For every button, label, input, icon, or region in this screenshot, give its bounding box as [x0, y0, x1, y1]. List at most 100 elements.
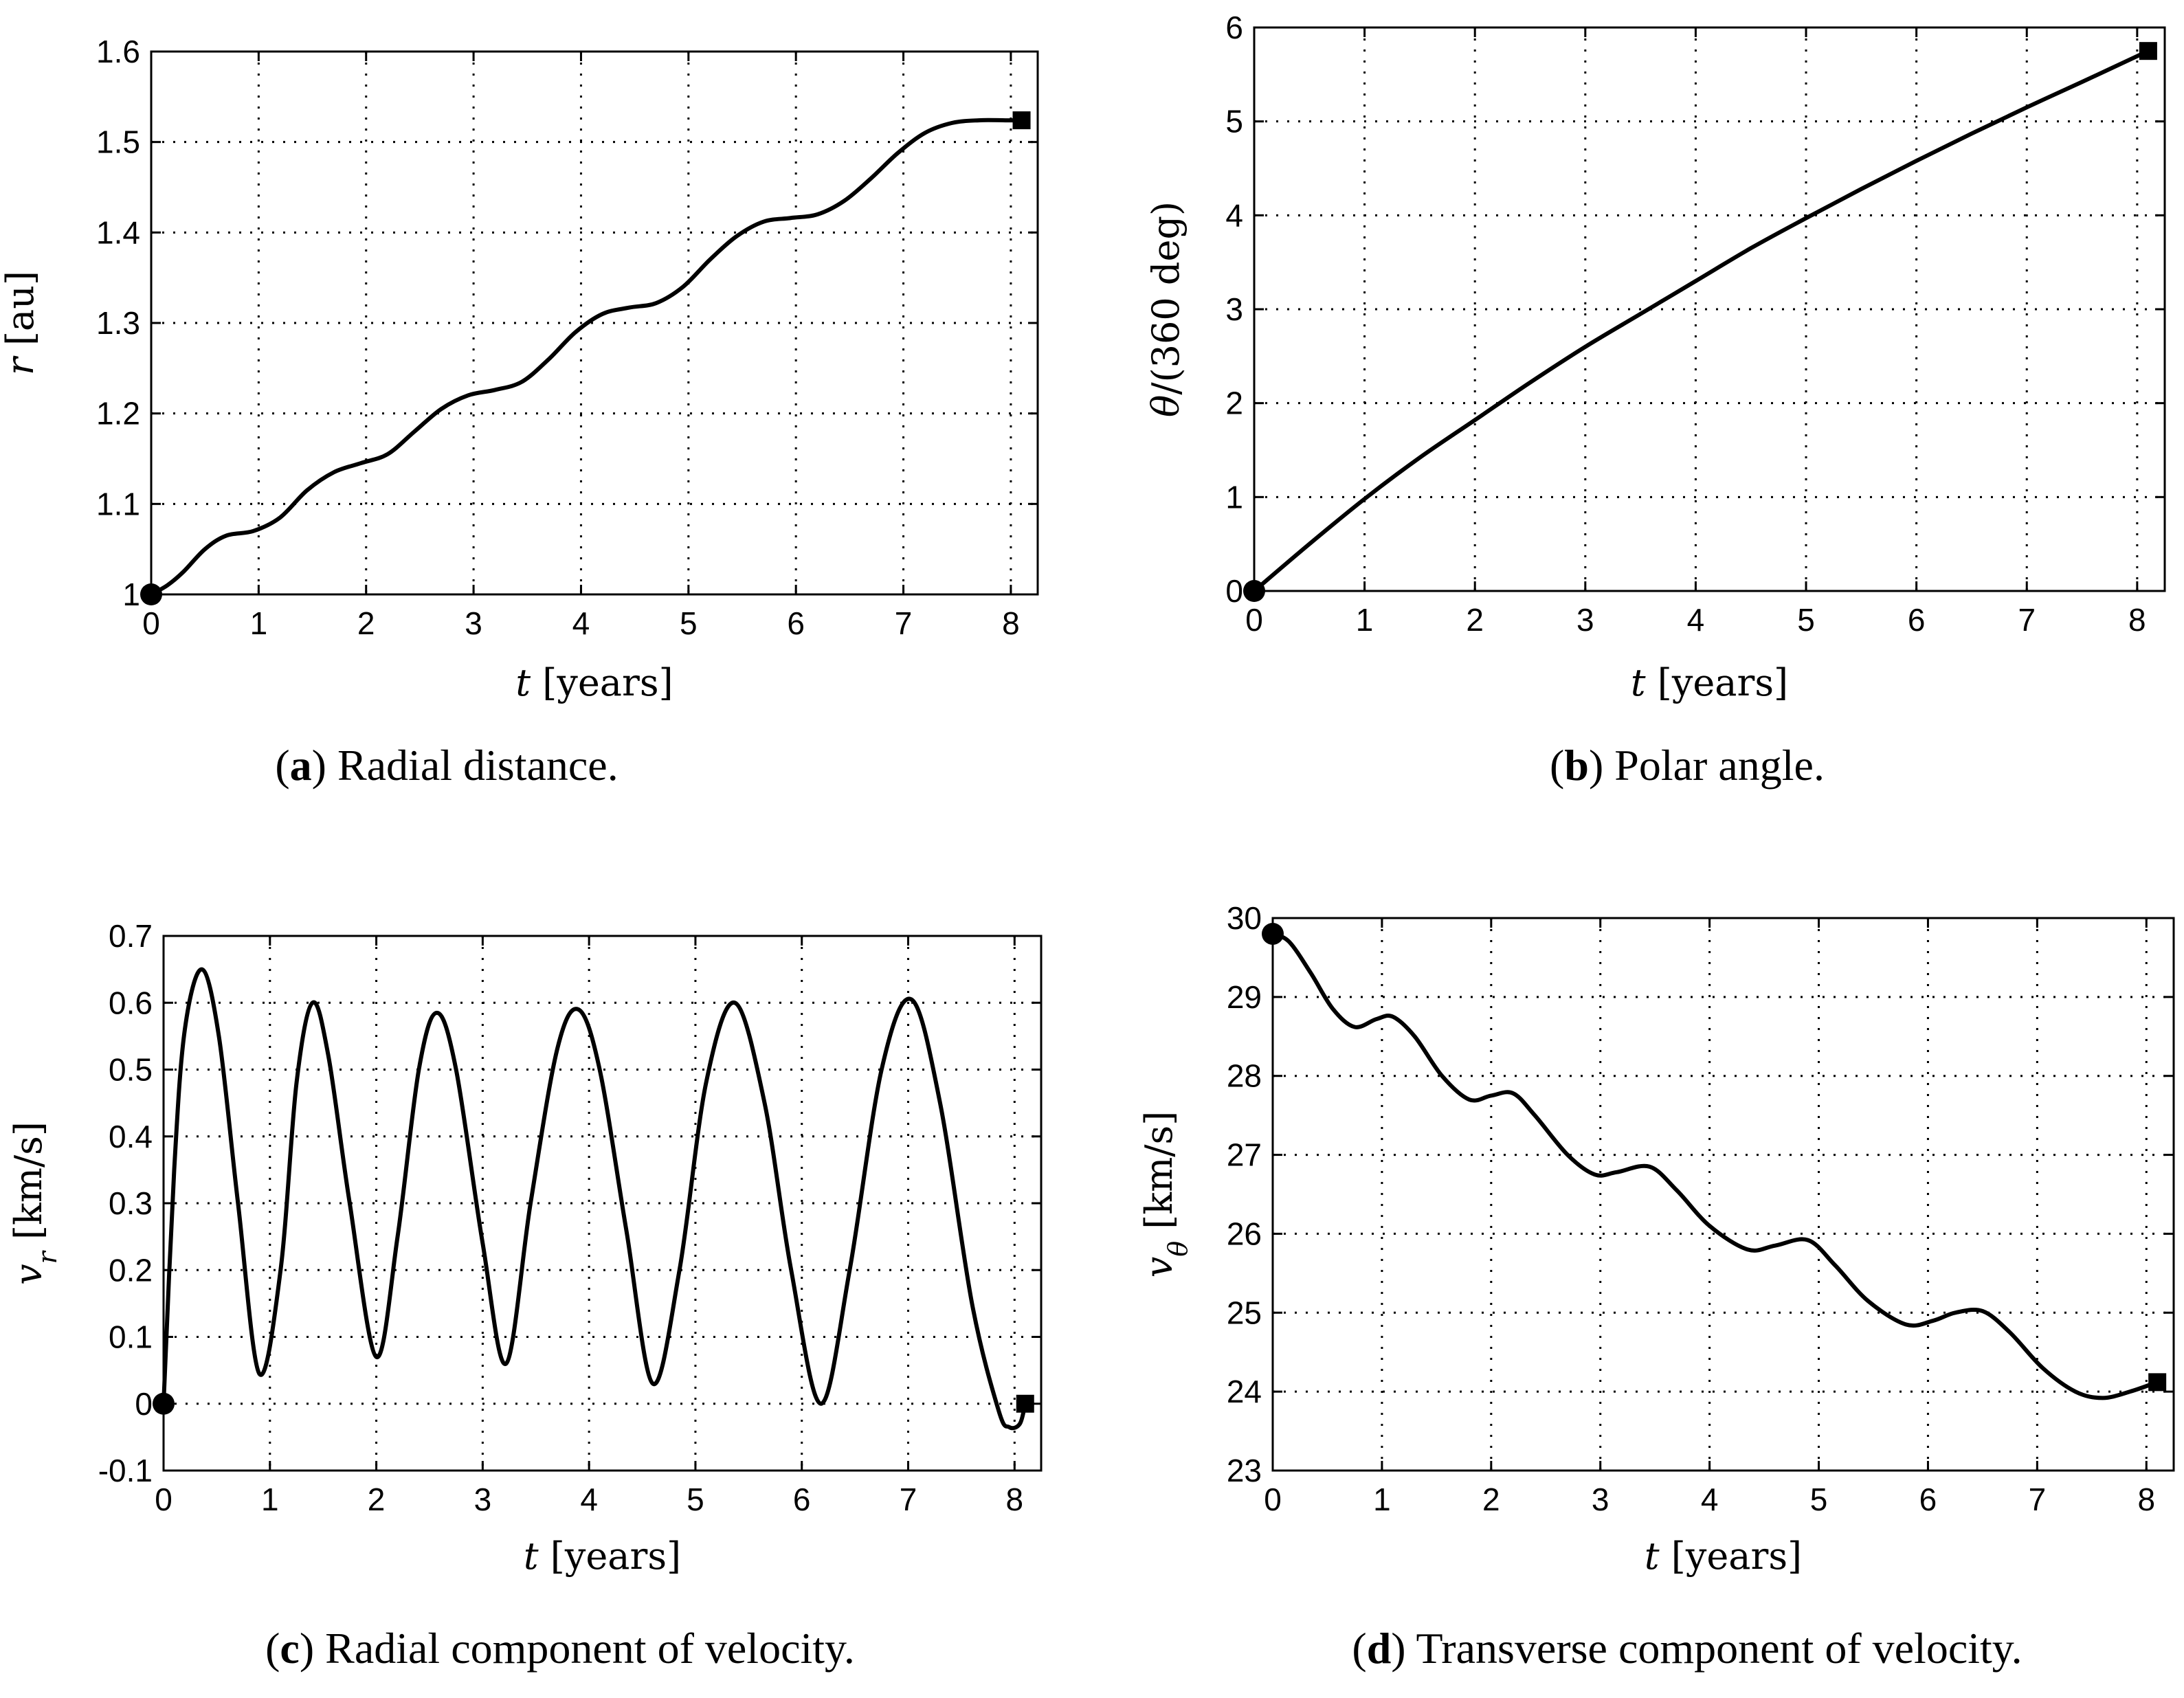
y-tick-label: 2 [1225, 386, 1243, 421]
x-tick-label: 5 [687, 1482, 704, 1517]
x-tick-label: 3 [465, 605, 482, 641]
x-tick-label: 3 [474, 1482, 492, 1517]
x-tick-label: 5 [1810, 1482, 1828, 1517]
x-tick-label: 8 [1002, 605, 1020, 641]
x-axis-label: t [years] [515, 661, 673, 704]
caption-a: (a) Radial distance. [275, 741, 618, 790]
y-tick-label: 23 [1227, 1453, 1262, 1488]
y-tick-label: 1.5 [96, 124, 140, 160]
x-tick-label: 0 [1264, 1482, 1282, 1517]
x-tick-label: 3 [1576, 602, 1594, 638]
caption-c: (c) Radial component of velocity. [265, 1624, 855, 1673]
x-tick-label: 4 [1701, 1482, 1719, 1517]
x-axis-label: t [years] [1631, 661, 1788, 704]
y-tick-label: 27 [1227, 1137, 1262, 1173]
y-tick-label: 0.3 [109, 1185, 153, 1221]
end-marker [1012, 111, 1031, 130]
y-tick-label: 4 [1225, 197, 1243, 233]
x-tick-label: 2 [1482, 1482, 1500, 1517]
x-tick-label: 6 [793, 1482, 811, 1517]
x-tick-label: 8 [2128, 602, 2146, 638]
series-line-r [149, 118, 1024, 596]
y-tick-label: 0.2 [109, 1252, 153, 1288]
y-tick-label: 0 [1225, 573, 1243, 609]
x-tick-label: 2 [1466, 602, 1484, 638]
x-tick-label: 7 [2018, 602, 2036, 638]
x-tick-label: 2 [357, 605, 375, 641]
start-marker [1243, 580, 1265, 602]
x-tick-label: 0 [155, 1482, 172, 1517]
x-tick-label: 3 [1592, 1482, 1609, 1517]
plot-frame [1253, 26, 2166, 592]
y-tick-label: 0.4 [109, 1119, 153, 1154]
end-marker [2148, 1373, 2167, 1392]
y-tick-label: 0 [135, 1386, 153, 1422]
x-tick-label: 1 [250, 605, 268, 641]
x-tick-label: 1 [1356, 602, 1374, 638]
plot-frame [1271, 917, 2175, 1472]
x-tick-label: 5 [680, 605, 698, 641]
y-tick-label: 30 [1227, 900, 1262, 936]
y-tick-label: 0.1 [109, 1319, 153, 1355]
y-tick-label: 1.6 [96, 34, 140, 69]
y-tick-label: 25 [1227, 1295, 1262, 1330]
x-tick-label: 6 [1919, 1482, 1937, 1517]
series-line-theta [1252, 49, 2150, 593]
x-tick-label: 0 [142, 605, 160, 641]
y-tick-label: 1 [122, 577, 140, 612]
x-tick-label: 8 [2137, 1482, 2155, 1517]
start-marker [153, 1392, 175, 1415]
y-tick-label: 6 [1225, 10, 1243, 45]
x-tick-label: 4 [572, 605, 590, 641]
panel-b: 0 1 2 3 4 5 6 7 8 0 1 2 3 4 5 6 t [years] θ/(360 deg) (b) … [1144, 10, 2166, 790]
y-tick-label: 0.5 [109, 1052, 153, 1088]
y-tick-label: 26 [1227, 1216, 1262, 1251]
x-tick-label: 1 [261, 1482, 279, 1517]
x-tick-label: 4 [1687, 602, 1705, 638]
y-tick-label: -0.1 [98, 1453, 153, 1488]
y-tick-label: 1.3 [96, 305, 140, 341]
start-marker [1262, 922, 1284, 945]
y-axis-label: vr [km/s] [7, 1121, 63, 1285]
y-tick-label: 1.1 [96, 486, 140, 522]
x-tick-label: 0 [1245, 602, 1263, 638]
y-tick-label: 1.4 [96, 214, 140, 250]
y-tick-label: 3 [1225, 291, 1243, 327]
panel-a: 0 1 2 3 4 5 6 7 811.11.21.31.41.51.6t [years]r [… [0, 34, 1039, 790]
caption-b: (b) Polar angle. [1550, 741, 1825, 790]
plot-frame [162, 935, 1043, 1472]
series-line-v_theta [1271, 931, 2160, 1400]
x-tick-label: 6 [787, 605, 805, 641]
end-marker [2139, 42, 2157, 60]
x-tick-label: 2 [368, 1482, 386, 1517]
series-line-v_r [161, 967, 1027, 1431]
x-axis-label: t [years] [1645, 1534, 1802, 1578]
x-tick-label: 7 [895, 605, 913, 641]
y-tick-label: 0.7 [109, 918, 153, 954]
x-tick-label: 8 [1006, 1482, 1024, 1517]
y-axis-label: vθ [km/s] [1137, 1111, 1193, 1278]
x-tick-label: 1 [1373, 1482, 1391, 1517]
x-tick-label: 4 [580, 1482, 598, 1517]
caption-d: (d) Transverse component of velocity. [1352, 1624, 2022, 1673]
x-tick-label: 6 [1908, 602, 1926, 638]
x-axis-label: t [years] [524, 1534, 681, 1578]
start-marker [140, 583, 162, 605]
y-axis-label: θ/(360 deg) [1144, 201, 1188, 417]
x-tick-label: 5 [1797, 602, 1815, 638]
y-tick-label: 1.2 [96, 396, 140, 432]
y-tick-label: 0.6 [109, 985, 153, 1020]
y-tick-label: 28 [1227, 1058, 1262, 1094]
y-tick-label: 1 [1225, 479, 1243, 515]
y-tick-label: 29 [1227, 979, 1262, 1015]
y-tick-label: 24 [1227, 1374, 1262, 1409]
x-tick-label: 7 [900, 1482, 917, 1517]
x-tick-label: 7 [2029, 1482, 2047, 1517]
panel-c: 0 1 2 3 4 5 6 7 8-0.100.10.20.30.40.50.60.7t [ye… [7, 918, 1043, 1673]
y-tick-label: 5 [1225, 104, 1243, 139]
end-marker [1016, 1394, 1034, 1413]
y-axis-label: r [au] [0, 271, 42, 375]
